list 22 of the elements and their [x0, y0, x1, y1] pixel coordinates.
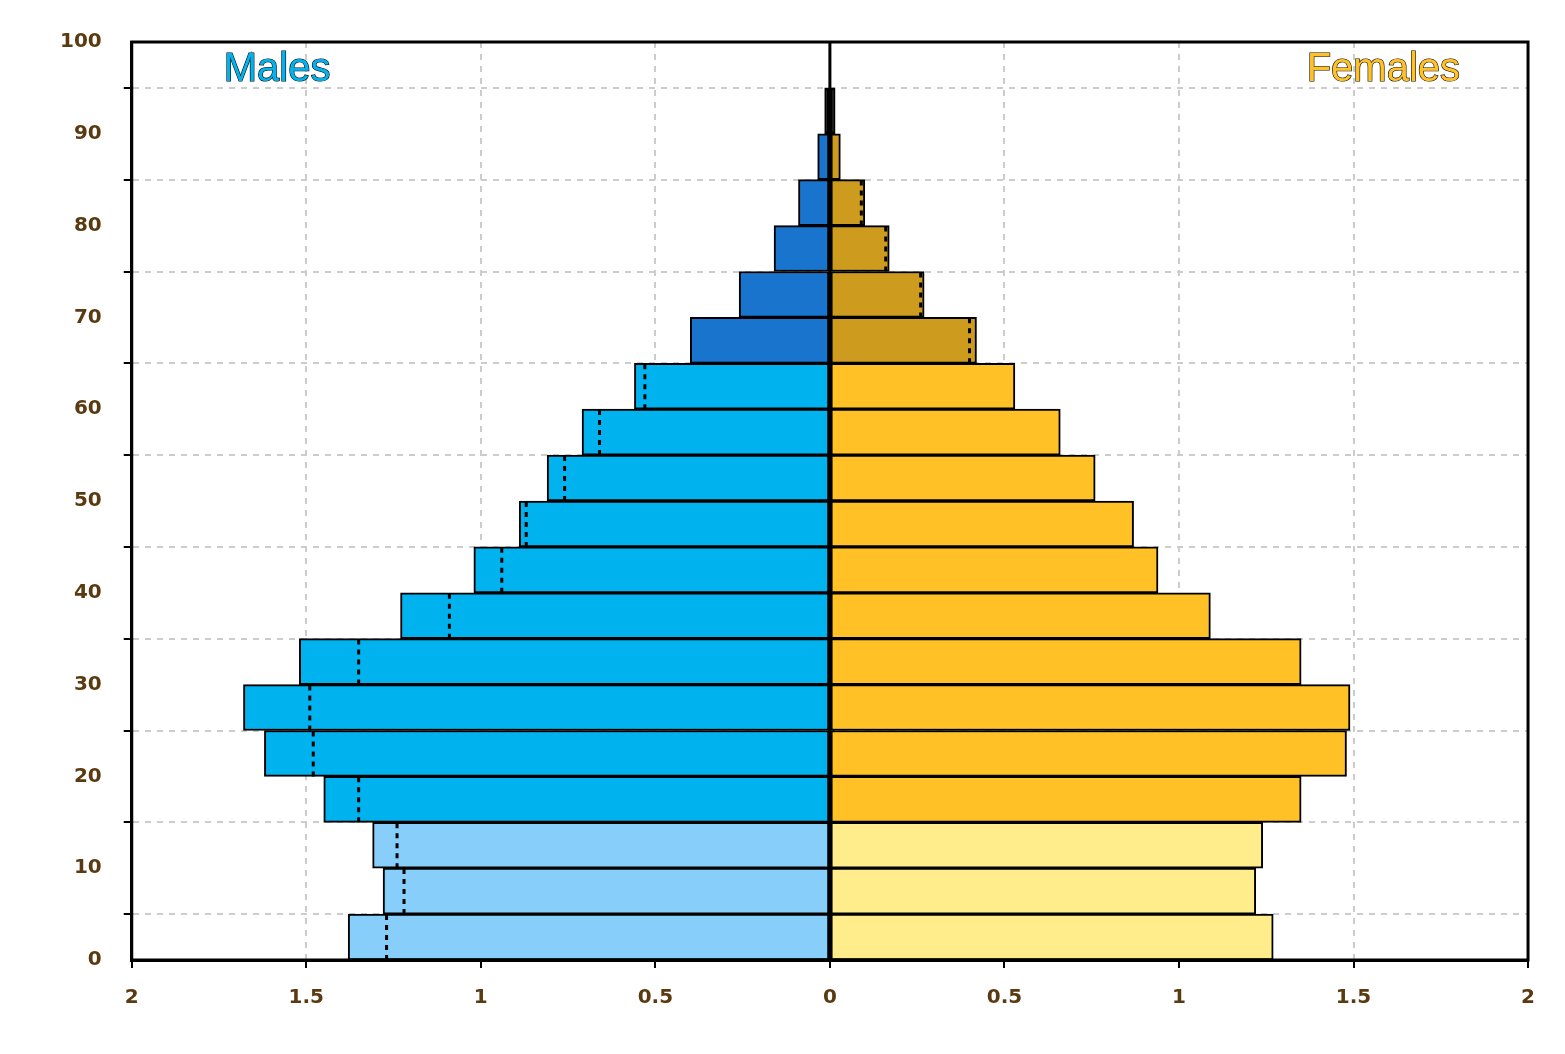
y-tick-label: 50 [73, 487, 102, 512]
x-tick-label: 1.5 [1335, 984, 1372, 1009]
x-tick-label: 2 [1521, 984, 1535, 1009]
x-tick-label: 1 [1172, 984, 1186, 1009]
x-tick-label: 1 [473, 984, 488, 1009]
y-tick-label: 20 [73, 762, 102, 787]
y-tick-label: 30 [73, 670, 102, 695]
y-tick-label: 40 [73, 579, 102, 603]
x-tick-label: 0.5 [986, 984, 1023, 1009]
y-tick-label: 10 [73, 854, 102, 879]
y-tick-label: 70 [73, 303, 102, 328]
y-tick-label: 90 [73, 120, 102, 144]
y-tick-label: 60 [73, 395, 102, 420]
text: Males [223, 44, 331, 89]
text: Females [1306, 44, 1461, 89]
y-tick-label: 0 [87, 946, 102, 971]
x-tick-label: 0.5 [637, 984, 674, 1009]
y-tick-label: 80 [73, 211, 102, 236]
y-tick-label: 100 [60, 28, 102, 53]
x-tick-label: 0 [822, 984, 837, 1009]
x-tick-label: 1.5 [288, 984, 324, 1009]
x-tick-label: 2 [124, 984, 139, 1009]
